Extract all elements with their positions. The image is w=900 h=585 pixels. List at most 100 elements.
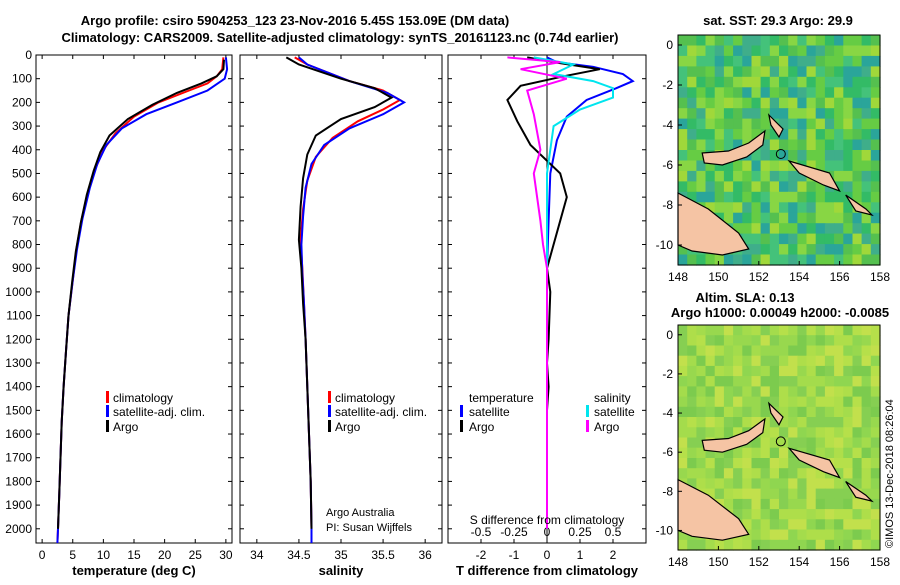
map-cell	[843, 468, 854, 479]
map-cell	[723, 160, 734, 172]
map-cell	[696, 386, 707, 398]
map-cell	[779, 458, 789, 469]
map-cell	[824, 55, 835, 67]
map-cell	[687, 66, 697, 78]
map-cell	[843, 35, 854, 47]
x-tick-label: 148	[668, 270, 688, 284]
map-cell	[687, 396, 697, 408]
map-cell	[779, 55, 789, 67]
map-cell	[705, 202, 716, 214]
map-cell	[751, 170, 762, 182]
map-cell	[751, 529, 762, 541]
map-cell	[834, 355, 844, 367]
map-cell	[751, 417, 762, 428]
map-cell	[834, 87, 844, 99]
map-cell	[861, 254, 872, 266]
map-cell	[760, 212, 771, 224]
map-cell	[714, 254, 725, 266]
map-cell	[705, 66, 716, 78]
map-cell	[788, 97, 798, 109]
map-cell	[769, 181, 780, 193]
map-cell	[714, 170, 725, 182]
map-cell	[861, 417, 872, 428]
map-cell	[852, 427, 863, 439]
map-cell	[861, 539, 872, 551]
map-cell	[779, 437, 789, 449]
map-cell	[705, 108, 716, 120]
map-cell	[733, 488, 743, 500]
map-cell	[788, 139, 798, 151]
s-axis-title: S difference from climatology	[470, 513, 625, 527]
map-cell	[723, 202, 734, 214]
map-cell	[760, 254, 771, 266]
map-cell	[714, 108, 725, 120]
map-cell	[779, 66, 789, 78]
map-cell	[742, 191, 753, 203]
map-cell	[834, 539, 844, 551]
map-cell	[824, 539, 835, 551]
map-cell	[742, 108, 753, 120]
map-cell	[824, 519, 835, 531]
series-line-s-argo	[507, 56, 568, 529]
legend-label-s-argo: Argo	[594, 420, 620, 434]
map-cell	[870, 335, 881, 346]
map-cell	[760, 437, 771, 449]
map-cell	[751, 447, 762, 459]
map-cell	[760, 427, 771, 439]
map-cell	[806, 118, 817, 130]
map-cell	[742, 160, 753, 172]
map-cell	[723, 108, 734, 120]
map-cell	[843, 66, 854, 78]
map-cell	[705, 468, 716, 479]
map-cell	[742, 396, 753, 408]
y-tick-label: 1500	[5, 403, 32, 417]
map-cell	[723, 386, 734, 398]
map-cell	[797, 139, 808, 151]
map-cell	[797, 108, 808, 120]
map-cell	[788, 191, 798, 203]
map-cell	[834, 233, 844, 245]
map-cell	[852, 355, 863, 367]
y-tick-label: 400	[12, 143, 32, 157]
map-cell	[751, 35, 762, 47]
map-cell	[769, 170, 780, 182]
map-cell	[834, 55, 844, 67]
map-cell	[733, 97, 743, 109]
map-cell	[870, 45, 881, 57]
map-cell	[751, 76, 762, 88]
land-mass	[845, 194, 874, 217]
map-cell	[843, 45, 854, 57]
map-cell	[696, 97, 707, 109]
map-cell	[696, 376, 707, 387]
map-cell	[705, 254, 716, 266]
series-line-s-satellite	[533, 56, 614, 529]
y-tick-label: 1100	[6, 309, 32, 323]
map-cell	[742, 498, 753, 510]
map-cell	[834, 376, 844, 387]
map-cell	[797, 191, 808, 203]
map-cell	[733, 325, 743, 336]
map-cell	[797, 345, 808, 357]
map-cell	[714, 406, 725, 418]
map-cell	[742, 417, 753, 428]
map-cell	[843, 509, 854, 520]
map-cell	[806, 376, 817, 387]
map-cell	[723, 139, 734, 151]
map-cell	[769, 76, 780, 88]
legend-label-t-satellite: satellite	[469, 405, 510, 419]
map-cell	[678, 66, 688, 78]
map-cell	[760, 233, 771, 245]
map-cell	[824, 355, 835, 367]
plot-frame	[35, 54, 233, 544]
map-cell	[870, 437, 881, 449]
land-mass	[767, 401, 784, 426]
map-cell	[678, 244, 688, 256]
map-cell	[815, 325, 826, 336]
map-cell	[797, 355, 808, 367]
map-cell	[779, 170, 789, 182]
legend-swatch-climatology	[328, 391, 331, 403]
map-cell	[779, 447, 789, 459]
map-cell	[843, 97, 854, 109]
map-cell	[779, 181, 789, 193]
map-cell	[769, 223, 780, 235]
